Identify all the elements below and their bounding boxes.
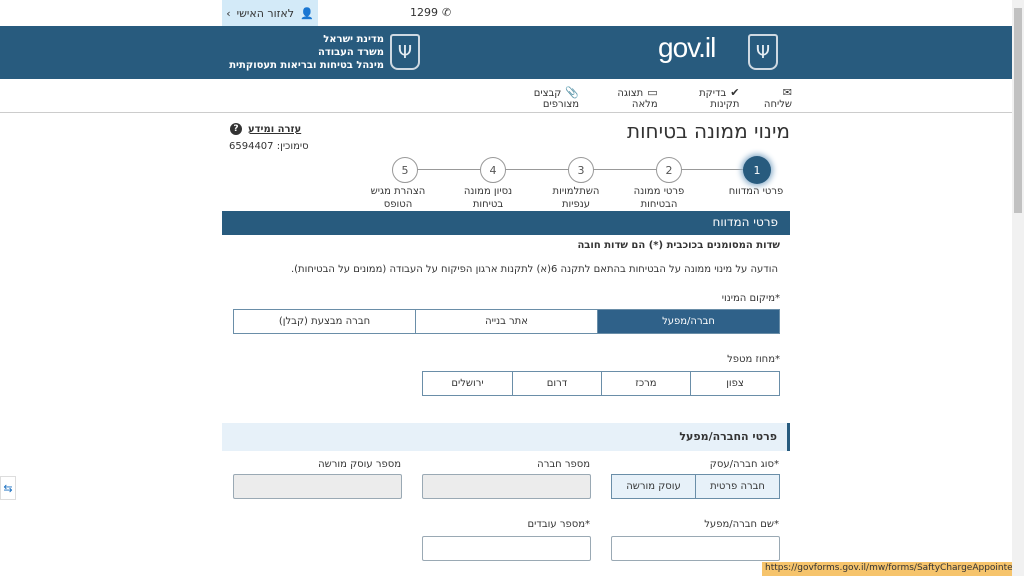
full-view-button[interactable]: ▭תצוגה מלאה xyxy=(617,86,658,110)
gov-il-logo[interactable]: gov.il xyxy=(658,32,716,63)
send-button[interactable]: ✉שליחה xyxy=(763,86,792,110)
step-label: הצהרת מגיש הטופס xyxy=(370,186,426,210)
step-1[interactable]: 1 xyxy=(743,156,771,184)
check-icon: ✔ xyxy=(730,86,740,99)
step-label: פרטי ממונה הבטיחות xyxy=(633,186,685,210)
section-header: פרטי המדווח xyxy=(222,211,790,235)
page-title: מינוי ממונה בטיחות xyxy=(626,119,790,143)
help-link-text[interactable]: עזרה ומידע xyxy=(248,123,302,135)
company-section-header: פרטי החברה/מפעל xyxy=(222,423,790,451)
phone-link[interactable]: 1299 ✆ xyxy=(410,6,452,19)
location-option-construction[interactable]: אתר בנייה xyxy=(415,310,597,333)
step-2[interactable]: 2 xyxy=(656,157,682,183)
top-bar xyxy=(0,0,1012,26)
employees-input[interactable] xyxy=(422,536,591,561)
state-emblem-icon: Ψ xyxy=(748,34,778,70)
district-option[interactable]: ירושלים xyxy=(423,372,512,395)
state-emblem-icon: Ψ xyxy=(390,34,420,70)
envelope-icon: ✉ xyxy=(782,86,792,99)
form-toolbar: ✉שליחה ✔בדיקת תקינות ▭תצוגה מלאה 📎קבצים … xyxy=(500,86,792,110)
step-3[interactable]: 3 xyxy=(568,157,594,183)
company-number-input[interactable] xyxy=(422,474,591,499)
divider xyxy=(0,112,1012,113)
scrollbar-thumb[interactable] xyxy=(1014,8,1022,213)
district-option[interactable]: צפון xyxy=(690,372,779,395)
company-number-label: מספר חברה xyxy=(537,459,590,470)
dealer-number-input[interactable] xyxy=(233,474,402,499)
step-label: השתלמויות ענפיות xyxy=(552,186,600,210)
validate-button[interactable]: ✔בדיקת תקינות xyxy=(699,86,740,110)
notice-text: הודעה על מינוי ממונה על הבטיחות בהתאם לת… xyxy=(290,264,778,275)
step-label: נסיון ממונה בטיחות xyxy=(463,186,513,210)
location-option-contractor[interactable]: חברה מבצעת (קבלן) xyxy=(234,310,415,333)
help-link[interactable]: ? עזרה ומידע xyxy=(230,123,301,135)
personal-area-button[interactable]: 👤 לאזור האישי › xyxy=(222,0,318,26)
teamviewer-icon[interactable]: ⇆ xyxy=(0,476,16,500)
paperclip-icon: 📎 xyxy=(565,86,580,99)
header-banner xyxy=(0,26,1012,79)
step-5[interactable]: 5 xyxy=(392,157,418,183)
required-note: שדות המסומנים בכוכבית (*) הם שדות חובה xyxy=(577,240,780,251)
location-option-company[interactable]: חברה/מפעל xyxy=(597,310,779,333)
location-label: *מיקום המינוי xyxy=(721,293,780,304)
company-type-dealer[interactable]: עוסק מורשה xyxy=(612,475,695,498)
dealer-number-label: מספר עוסק מורשה xyxy=(318,459,401,470)
status-bar-url: https://govforms.gov.il/mw/forms/SaftyCh… xyxy=(762,562,1012,576)
district-label: *מחוז מטפל xyxy=(727,354,780,365)
location-selector: חברה/מפעל אתר בנייה חברה מבצעת (קבלן) xyxy=(233,309,780,334)
attachments-button[interactable]: 📎קבצים מצורפים xyxy=(533,86,580,110)
district-selector: צפון מרכז דרום ירושלים xyxy=(422,371,780,396)
district-option[interactable]: מרכז xyxy=(601,372,690,395)
company-name-label: *שם חברה/מפעל xyxy=(704,519,779,530)
user-icon: 👤 xyxy=(300,6,314,20)
company-type-selector: חברה פרטית עוסק מורשה xyxy=(611,474,780,499)
chevron-left-icon: › xyxy=(226,6,231,20)
reference-code: סימוכין: 6594407 xyxy=(229,141,309,152)
step-label: פרטי המדווח xyxy=(728,186,784,197)
company-type-private[interactable]: חברה פרטית xyxy=(695,475,779,498)
district-option[interactable]: דרום xyxy=(512,372,601,395)
company-type-label: *סוג חברה/עסק xyxy=(709,459,779,470)
company-name-input[interactable] xyxy=(611,536,780,561)
ministry-name: מדינת ישראל משרד העבודה מינהל בטיחות ובר… xyxy=(229,34,384,71)
step-4[interactable]: 4 xyxy=(480,157,506,183)
question-icon: ? xyxy=(230,123,242,135)
employees-label: *מספר עובדים xyxy=(527,519,590,530)
fullscreen-icon: ▭ xyxy=(647,86,658,99)
phone-icon: ✆ xyxy=(442,6,452,19)
